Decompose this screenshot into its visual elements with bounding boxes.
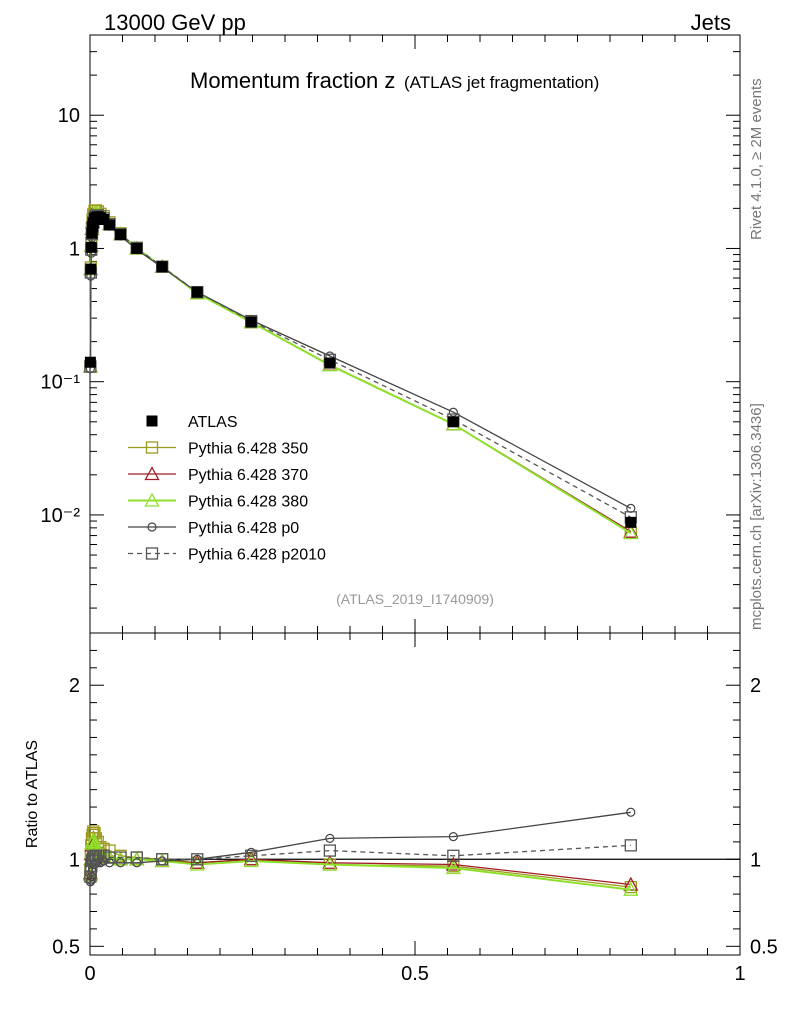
ratio-point [191, 853, 204, 866]
legend-marker [144, 492, 160, 507]
x-tick-label: 1 [734, 963, 745, 985]
ratio-line [89, 837, 631, 891]
series-line [89, 211, 632, 535]
legend-marker [145, 441, 159, 454]
legend-label: ATLAS [188, 414, 238, 431]
ratio-series-3 [85, 807, 636, 887]
y-tick-label: 1 [69, 238, 80, 260]
ratio-point [623, 881, 639, 896]
energy-label: 13000 GeV pp [104, 10, 246, 35]
legend-label: Pythia 6.428 p2010 [188, 547, 326, 564]
ratio-point [114, 851, 127, 864]
legend-entry-3: Pythia 6.428 380 [128, 492, 308, 511]
analysis-id: (ATLAS_2019_I1740909) [336, 591, 494, 607]
atlas-point [324, 357, 336, 369]
ratio-point [112, 851, 129, 866]
legend-entry-0: ATLAS [146, 414, 238, 431]
y-tick-label: 10⁻¹ [41, 372, 81, 394]
ratio-line [89, 844, 631, 877]
ratio-point [322, 854, 338, 869]
ratio-line [89, 811, 631, 883]
atlas-point [85, 241, 97, 253]
ratio-point [243, 853, 259, 868]
ratio-tick-label: 1 [69, 849, 80, 871]
atlas-point [86, 227, 98, 239]
atlas-data [84, 211, 637, 528]
legend-marker [144, 466, 160, 481]
ratio-tick-label: 2 [69, 675, 80, 697]
chart-title: Momentum fraction z [190, 68, 395, 93]
legend-entry-5: Pythia 6.428 p2010 [128, 547, 326, 564]
legend-label: Pythia 6.428 350 [188, 441, 308, 458]
legend-entry-1: Pythia 6.428 350 [128, 441, 308, 458]
ratio-point [189, 856, 205, 871]
legend-label: Pythia 6.428 370 [188, 467, 308, 484]
atlas-point [85, 263, 97, 275]
legend-marker [145, 547, 159, 560]
atlas-point [447, 416, 459, 428]
legend-marker [147, 522, 157, 532]
legend-label: Pythia 6.428 p0 [188, 520, 299, 537]
ratio-point [245, 849, 258, 862]
ratio-tick-label: 0.5 [750, 936, 778, 958]
ratio-tick-label: 2 [750, 675, 761, 697]
ratio-axis-label: Ratio to ATLAS [24, 740, 41, 848]
ratio-point [445, 856, 461, 871]
ratio-tick-label: 0.5 [52, 936, 80, 958]
series-0 [84, 204, 637, 539]
atlas-point [245, 316, 257, 328]
ratio-point [322, 856, 338, 871]
atlas-point [191, 286, 203, 298]
x-tick-label: 0 [84, 963, 95, 985]
x-tick-label: 0.5 [401, 963, 429, 985]
legend-entry-4: Pythia 6.428 p0 [128, 520, 299, 537]
ratio-point [129, 851, 145, 866]
atlas-point [156, 261, 168, 273]
ratio-point [130, 851, 143, 864]
series-line [89, 214, 632, 518]
atlas-point [104, 219, 115, 231]
ratio-point [626, 807, 636, 817]
ratio-point [623, 876, 639, 891]
series-line [89, 217, 632, 509]
atlas-point [115, 229, 127, 241]
data-point [623, 525, 639, 540]
ratio-plot-frame [89, 632, 741, 956]
chart-subtitle: (ATLAS jet fragmentation) [404, 73, 599, 92]
ratio-point [246, 847, 256, 857]
rivet-label: Rivet 4.1.0, ≥ 2M events [748, 78, 765, 240]
atlas-point [84, 356, 96, 368]
ratio-point [445, 860, 461, 875]
series-2 [82, 204, 639, 540]
y-tick-label: 10⁻² [41, 505, 81, 527]
mcplots-label: mcplots.cern.ch [arXiv:1306.3436] [748, 403, 765, 630]
series-3 [85, 213, 636, 513]
series-1 [82, 205, 639, 538]
ratio-series-4 [84, 839, 637, 883]
main-plot-frame [89, 34, 741, 634]
atlas-point [625, 516, 637, 528]
ratio-tick-label: 1 [750, 849, 761, 871]
legend-marker [146, 415, 158, 427]
ratio-point [624, 839, 637, 852]
process-label: Jets [691, 10, 731, 35]
legend-label: Pythia 6.428 380 [188, 494, 308, 511]
ratio-point [448, 832, 458, 842]
atlas-point [98, 213, 110, 225]
ratio-point [323, 844, 337, 857]
ratio-point [155, 853, 169, 866]
legend-entry-2: Pythia 6.428 370 [128, 466, 308, 484]
y-tick-label: 10 [58, 105, 80, 127]
atlas-point [131, 242, 143, 254]
ratio-point [447, 849, 460, 862]
data-point [448, 407, 458, 417]
ratio-point [243, 851, 259, 866]
ratio-point [325, 833, 335, 843]
series-4 [84, 209, 637, 524]
